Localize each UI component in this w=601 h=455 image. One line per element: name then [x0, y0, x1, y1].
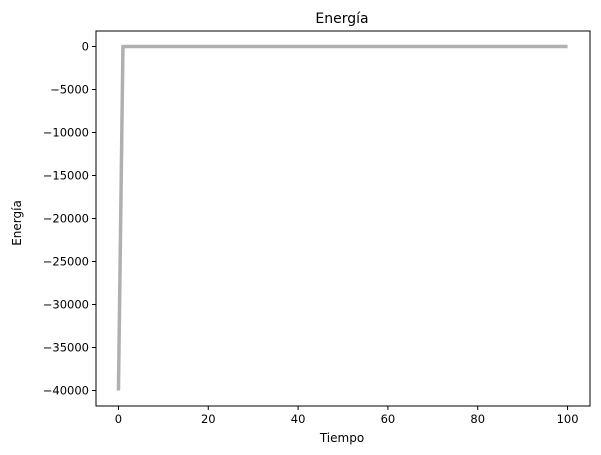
y-axis-label: Energía — [10, 200, 24, 246]
x-tick-label: 40 — [291, 412, 306, 426]
x-tick-label: 100 — [557, 412, 579, 426]
chart-title: Energía — [315, 11, 368, 27]
y-tick-label: −15000 — [43, 168, 89, 182]
x-tick-label: 20 — [201, 412, 216, 426]
axes-frame — [95, 30, 591, 407]
y-tick-label: 0 — [82, 39, 89, 53]
x-tick-label: 0 — [115, 412, 122, 426]
series-line-0 — [116, 44, 568, 391]
plot-area: 0 20 40 60 80 100 0 −5000 −10000 −15000 −20000 −250… — [43, 30, 591, 426]
y-tick-label: −5000 — [50, 82, 89, 96]
y-tick-label: −35000 — [43, 341, 89, 355]
y-tick-label: −20000 — [43, 212, 89, 226]
y-tick-label: −40000 — [43, 384, 89, 398]
x-tick-label: 60 — [381, 412, 396, 426]
y-tick-label: −30000 — [43, 298, 89, 312]
x-tick-label: 80 — [470, 412, 485, 426]
y-tick-label: −25000 — [43, 255, 89, 269]
x-axis-label: Tiempo — [319, 431, 364, 445]
y-tick-label: −10000 — [43, 125, 89, 139]
